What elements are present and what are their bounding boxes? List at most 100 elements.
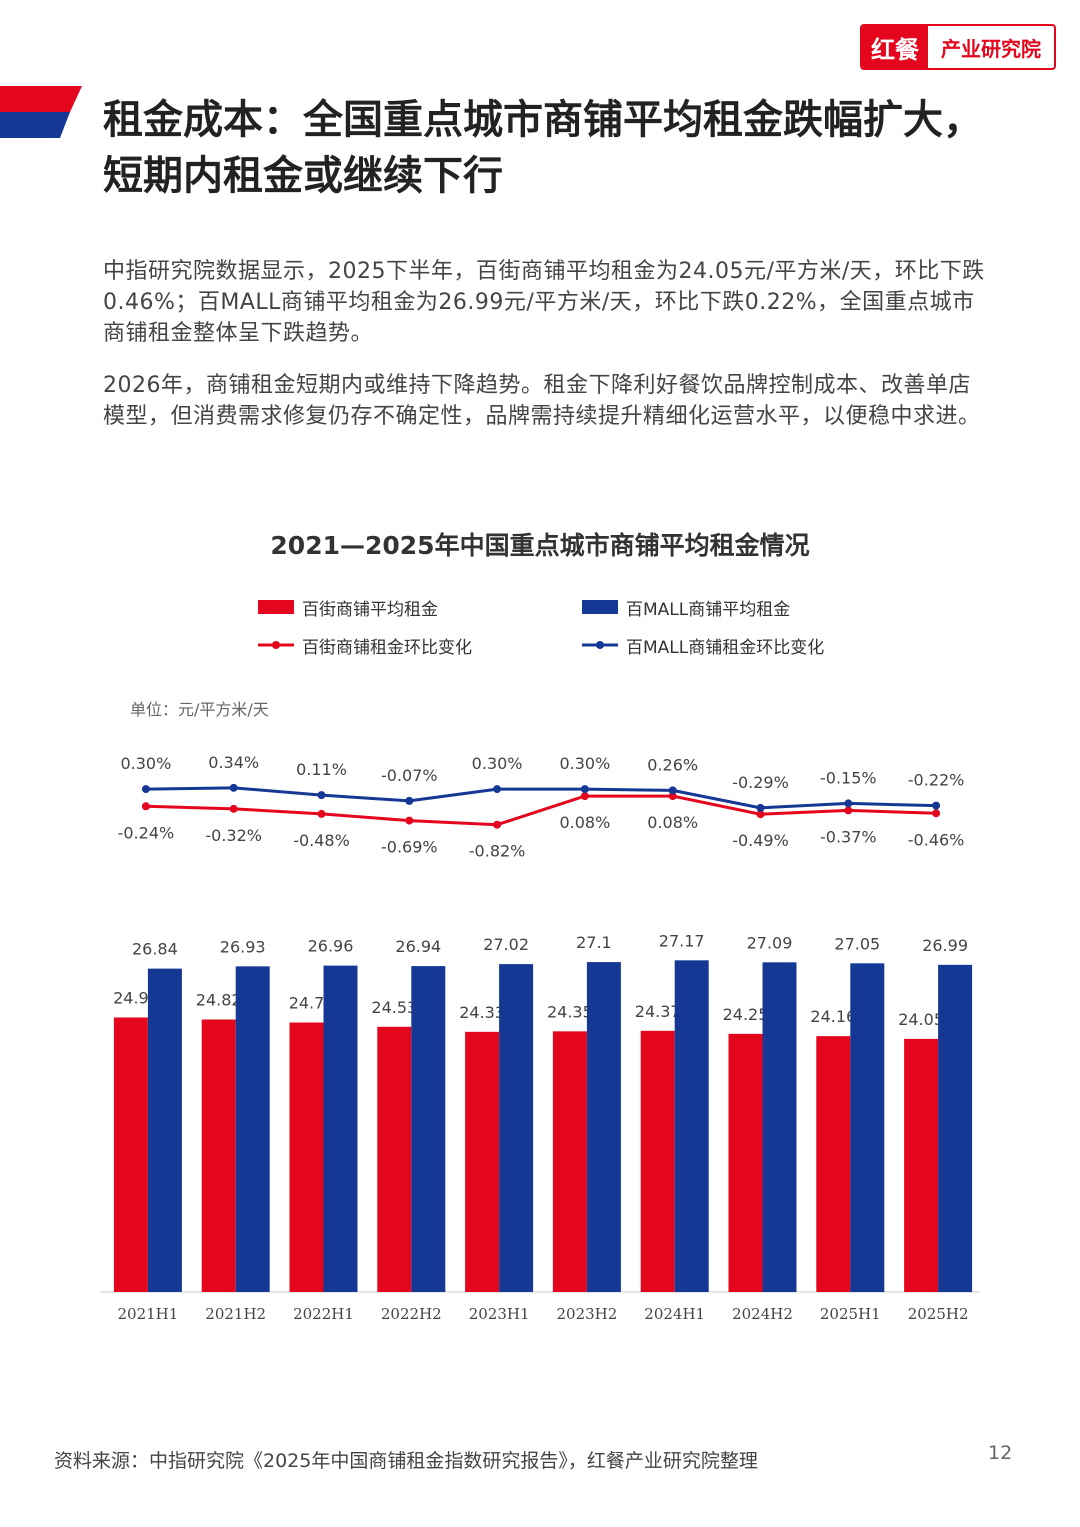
x-tick-2024H2: 2024H2 (732, 1305, 793, 1323)
point-mall-change-2022H1 (317, 791, 326, 800)
bar-label-mall-2023H2: 27.1 (576, 933, 612, 952)
point-street-change-2021H2 (229, 804, 238, 813)
line-label-mall-2021H2: 0.34% (208, 753, 259, 772)
line-street-change (145, 794, 937, 827)
point-street-change-2023H1 (493, 820, 502, 829)
line-label-mall-2023H1: 0.30% (472, 754, 523, 773)
x-tick-2023H2: 2023H2 (556, 1305, 617, 1323)
bar-label-mall-2021H2: 26.93 (220, 937, 266, 956)
line-label-mall-2025H1: -0.15% (820, 768, 877, 787)
bar-label-street-2024H2: 24.25 (723, 1005, 769, 1024)
bar-label-mall-2022H2: 26.94 (395, 937, 441, 956)
bar-street-2024H1 (640, 1030, 675, 1292)
point-street-change-2024H1 (668, 792, 677, 801)
chart-title: 2021—2025年中国重点城市商铺平均租金情况 (270, 531, 810, 560)
point-street-change-2023H2 (580, 792, 589, 801)
paragraph-2: 2026年，商铺租金短期内或维持下降趋势。租金下降利好餐饮品牌控制成本、改善单店… (103, 373, 981, 429)
line-label-street-2025H1: -0.37% (820, 827, 877, 846)
bar-street-2025H2 (904, 1038, 939, 1292)
point-street-change-2025H1 (844, 806, 853, 815)
bar-label-mall-2024H2: 27.09 (747, 933, 793, 952)
legend-street-bar: 百街商铺平均租金 (258, 594, 438, 620)
point-mall-change-2025H2 (932, 801, 941, 810)
bar-street-2024H2 (728, 1033, 763, 1292)
legend-mall-bar-label: 百MALL商铺平均租金 (626, 599, 791, 620)
bar-street-2021H1 (113, 1017, 148, 1292)
bar-label-street-2025H2: 24.05 (898, 1010, 944, 1029)
bar-label-street-2025H1: 24.16 (810, 1007, 856, 1026)
point-street-change-2021H1 (141, 802, 150, 811)
bar-label-street-2023H2: 24.35 (547, 1002, 593, 1021)
x-tick-2025H2: 2025H2 (908, 1305, 969, 1323)
point-street-change-2022H1 (317, 809, 326, 818)
line-label-mall-2022H2: -0.07% (381, 766, 438, 785)
page-number: 12 (988, 1442, 1013, 1464)
bar-label-street-2021H1: 24.9 (113, 988, 149, 1007)
line-label-street-2025H2: -0.46% (908, 830, 965, 849)
line-label-street-2021H1: -0.24% (118, 823, 175, 842)
x-tick-2023H1: 2023H1 (469, 1305, 530, 1323)
line-label-street-2022H1: -0.48% (293, 831, 350, 850)
point-mall-change-2023H1 (493, 785, 502, 794)
legend-street-line: 百街商铺租金环比变化 (258, 632, 472, 658)
bar-mall-2022H1 (323, 965, 358, 1292)
page-title: 租金成本：全国重点城市商铺平均租金跌幅扩大，短期内租金或继续下行 (103, 97, 983, 199)
bar-street-2025H1 (816, 1036, 851, 1292)
bar-label-street-2024H1: 24.37 (635, 1002, 681, 1021)
bar-label-street-2023H1: 24.33 (459, 1003, 505, 1022)
bar-mall-2025H2 (938, 964, 973, 1292)
legend-mall-line-symbol (582, 641, 618, 649)
bar-mall-2023H2 (586, 962, 621, 1292)
brand-logo: 红餐 产业研究院 (860, 24, 1056, 70)
legend-street-bar-swatch (258, 600, 294, 614)
bar-mall-2021H1 (147, 968, 182, 1292)
title-accent-band (0, 86, 82, 138)
line-label-mall-2022H1: 0.11% (296, 760, 347, 779)
legend-mall-line: 百MALL商铺租金环比变化 (582, 632, 824, 658)
legend-street-bar-label: 百街商铺平均租金 (302, 599, 438, 620)
point-mall-change-2023H2 (580, 785, 589, 794)
bar-label-mall-2021H1: 26.84 (132, 940, 178, 959)
point-mall-change-2021H2 (229, 783, 238, 792)
line-label-mall-2024H1: 0.26% (647, 755, 698, 774)
x-tick-2025H1: 2025H1 (820, 1305, 881, 1323)
line-mall-change (145, 786, 937, 810)
point-street-change-2024H2 (756, 810, 765, 819)
rent-chart: 24.9 26.84 2021H1 24.82 26.93 2021H2 24.7 26.96… (100, 753, 980, 1323)
legend-mall-bar: 百MALL商铺平均租金 (582, 594, 790, 620)
source-note: 资料来源：中指研究院《2025年中国商铺租金指数研究报告》，红餐产业研究院整理 (54, 1450, 758, 1472)
x-tick-2021H2: 2021H2 (205, 1305, 266, 1323)
point-street-change-2025H2 (932, 809, 941, 818)
legend-mall-bar-swatch (582, 600, 618, 614)
paragraph-1: 中指研究院数据显示，2025下半年，百街商铺平均租金为24.05元/平方米/天，… (103, 259, 985, 346)
brand-logo-text: 产业研究院 (941, 36, 1041, 61)
line-label-mall-2023H2: 0.30% (559, 754, 610, 773)
point-mall-change-2021H1 (141, 785, 150, 794)
brand-logo-mark: 红餐 (862, 26, 928, 68)
bar-mall-2025H1 (850, 963, 885, 1292)
bar-label-mall-2023H1: 27.02 (483, 935, 529, 954)
bar-street-2021H2 (201, 1019, 236, 1292)
bar-label-mall-2024H1: 27.17 (659, 931, 705, 950)
bar-label-street-2022H2: 24.53 (371, 998, 417, 1017)
line-label-street-2024H2: -0.49% (732, 831, 789, 850)
line-label-street-2023H2: 0.08% (559, 813, 610, 832)
bar-label-mall-2025H1: 27.05 (834, 934, 880, 953)
bar-street-2022H1 (289, 1022, 324, 1292)
x-tick-2024H1: 2024H1 (644, 1305, 705, 1323)
legend-street-line-label: 百街商铺租金环比变化 (302, 637, 472, 658)
bar-label-mall-2022H1: 26.96 (308, 937, 354, 956)
chart-unit-label: 单位：元/平方米/天 (130, 700, 269, 719)
line-label-mall-2025H2: -0.22% (908, 771, 965, 790)
bar-mall-2023H1 (499, 964, 534, 1292)
bar-mall-2024H2 (762, 962, 797, 1292)
bar-label-street-2021H2: 24.82 (196, 990, 242, 1009)
bar-street-2023H2 (552, 1031, 587, 1292)
line-label-street-2023H1: -0.82% (469, 842, 526, 861)
bar-street-2023H1 (465, 1031, 500, 1292)
point-street-change-2022H2 (405, 816, 414, 825)
line-label-street-2021H2: -0.32% (205, 826, 262, 845)
bar-mall-2024H1 (674, 960, 709, 1292)
x-tick-2022H2: 2022H2 (381, 1305, 442, 1323)
bar-mall-2022H2 (411, 966, 446, 1292)
